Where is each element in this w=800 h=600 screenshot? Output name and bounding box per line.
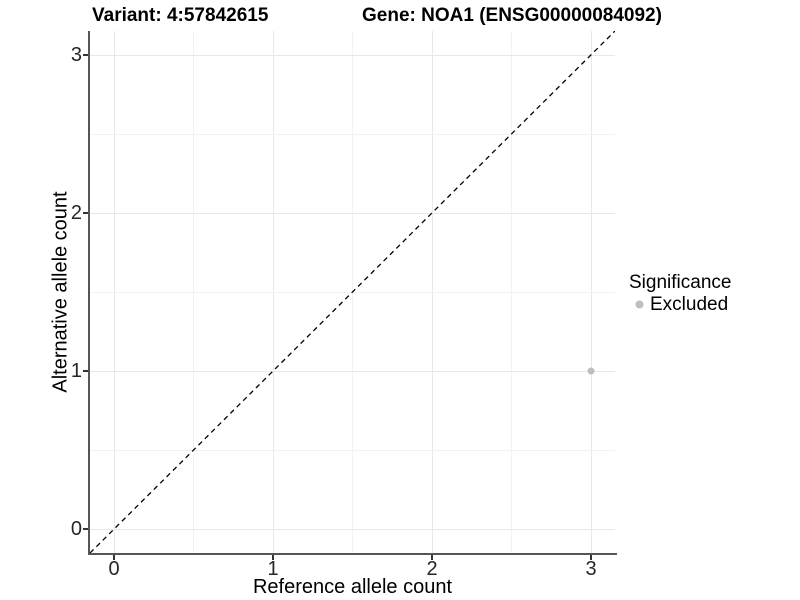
y-axis-title: Alternative allele count [49, 191, 72, 393]
x-axis-line [88, 553, 617, 555]
identity-dashed-line [90, 31, 615, 553]
gridline-major-h [90, 529, 615, 530]
y-tick-label: 2 [70, 202, 82, 224]
y-tick-mark [83, 370, 88, 372]
y-tick-mark [83, 212, 88, 214]
x-tick-mark [272, 555, 274, 560]
gridline-major-h [90, 371, 615, 372]
x-tick-mark [431, 555, 433, 560]
x-tick-label: 3 [585, 558, 597, 580]
plot-layer [90, 31, 615, 553]
y-tick-label: 0 [70, 518, 82, 540]
legend-item-excluded: Excluded [635, 294, 731, 315]
x-tick-label: 1 [267, 558, 279, 580]
x-tick-label: 0 [108, 558, 120, 580]
y-tick-label: 1 [70, 360, 82, 382]
y-axis-line [88, 31, 90, 555]
legend-dot-icon [635, 300, 644, 309]
y-tick-mark [83, 54, 88, 56]
legend-title: Significance [629, 272, 732, 293]
gridline-minor-h [90, 450, 615, 451]
y-tick-label: 3 [70, 44, 82, 66]
plot-panel [90, 31, 615, 553]
x-tick-mark [590, 555, 592, 560]
legend-item-label: Excluded [650, 294, 729, 315]
legend-dot-icon [635, 300, 644, 309]
plot-title-gene: Gene: NOA1 (ENSG00000084092) [362, 5, 662, 26]
gridline-major-h [90, 55, 615, 56]
gridline-minor-h [90, 134, 615, 135]
x-axis-title: Reference allele count [252, 576, 452, 598]
gridline-major-h [90, 213, 615, 214]
plot-title-variant: Variant: 4:57842615 [92, 5, 269, 26]
x-tick-label: 2 [426, 558, 438, 580]
y-tick-mark [83, 528, 88, 530]
legend: Significance Excluded [629, 271, 731, 315]
x-tick-mark [113, 555, 115, 560]
data-point-excluded [587, 367, 595, 375]
